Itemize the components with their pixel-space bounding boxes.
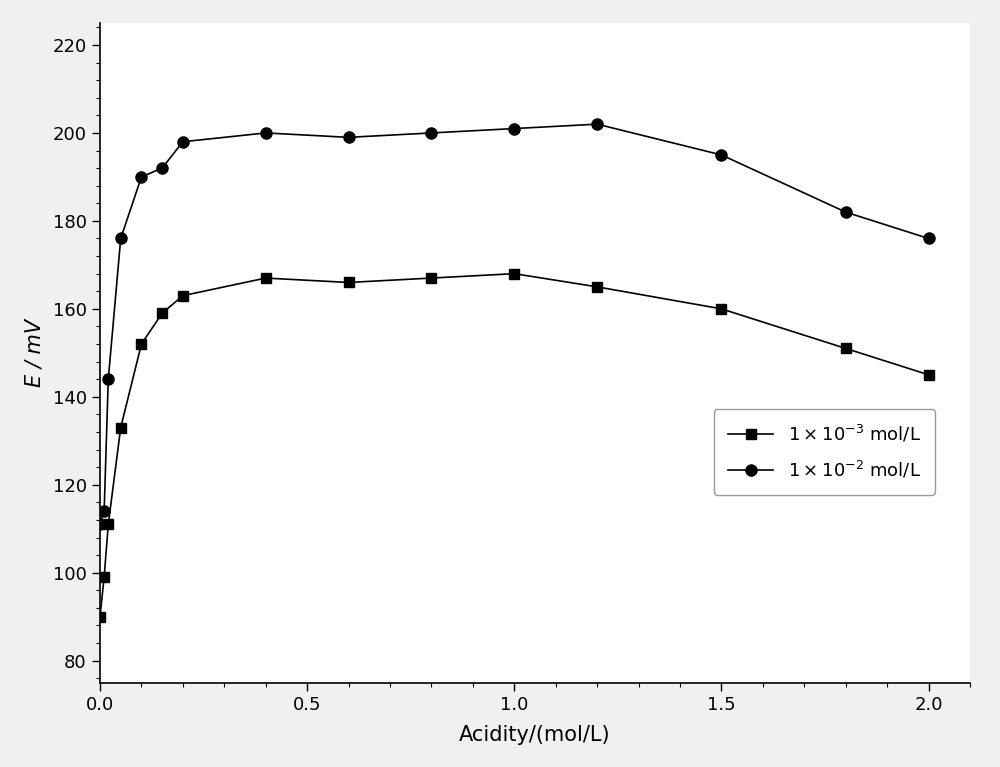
X-axis label: Acidity/(mol/L): Acidity/(mol/L): [459, 725, 611, 745]
$1\times10^{-3}$ mol/L: [923, 370, 935, 380]
Line: $1\times10^{-2}$ mol/L: $1\times10^{-2}$ mol/L: [94, 119, 934, 530]
$1\times10^{-2}$ mol/L: [260, 128, 272, 137]
$1\times10^{-3}$ mol/L: [260, 274, 272, 283]
$1\times10^{-2}$ mol/L: [715, 150, 727, 160]
$1\times10^{-2}$ mol/L: [115, 234, 127, 243]
$1\times10^{-2}$ mol/L: [425, 128, 437, 137]
$1\times10^{-3}$ mol/L: [94, 612, 106, 621]
$1\times10^{-3}$ mol/L: [102, 520, 114, 529]
$1\times10^{-3}$ mol/L: [840, 344, 852, 353]
$1\times10^{-3}$ mol/L: [135, 340, 147, 349]
$1\times10^{-3}$ mol/L: [425, 274, 437, 283]
$1\times10^{-3}$ mol/L: [177, 291, 189, 300]
$1\times10^{-2}$ mol/L: [177, 137, 189, 146]
$1\times10^{-2}$ mol/L: [156, 163, 168, 173]
$1\times10^{-2}$ mol/L: [923, 234, 935, 243]
$1\times10^{-2}$ mol/L: [508, 124, 520, 133]
$1\times10^{-3}$ mol/L: [98, 572, 110, 581]
$1\times10^{-3}$ mol/L: [115, 423, 127, 432]
$1\times10^{-3}$ mol/L: [343, 278, 355, 287]
$1\times10^{-3}$ mol/L: [715, 304, 727, 314]
$1\times10^{-2}$ mol/L: [343, 133, 355, 142]
Y-axis label: E / mV: E / mV: [24, 319, 44, 387]
$1\times10^{-2}$ mol/L: [94, 520, 106, 529]
Line: $1\times10^{-3}$ mol/L: $1\times10^{-3}$ mol/L: [95, 268, 933, 621]
$1\times10^{-3}$ mol/L: [591, 282, 603, 291]
$1\times10^{-2}$ mol/L: [98, 506, 110, 515]
$1\times10^{-2}$ mol/L: [135, 173, 147, 182]
Legend: $1\times10^{-3}$ mol/L, $1\times10^{-2}$ mol/L: $1\times10^{-3}$ mol/L, $1\times10^{-2}$…: [714, 409, 935, 495]
$1\times10^{-3}$ mol/L: [156, 308, 168, 318]
$1\times10^{-2}$ mol/L: [591, 120, 603, 129]
$1\times10^{-2}$ mol/L: [840, 208, 852, 217]
$1\times10^{-3}$ mol/L: [508, 269, 520, 278]
$1\times10^{-2}$ mol/L: [102, 374, 114, 384]
